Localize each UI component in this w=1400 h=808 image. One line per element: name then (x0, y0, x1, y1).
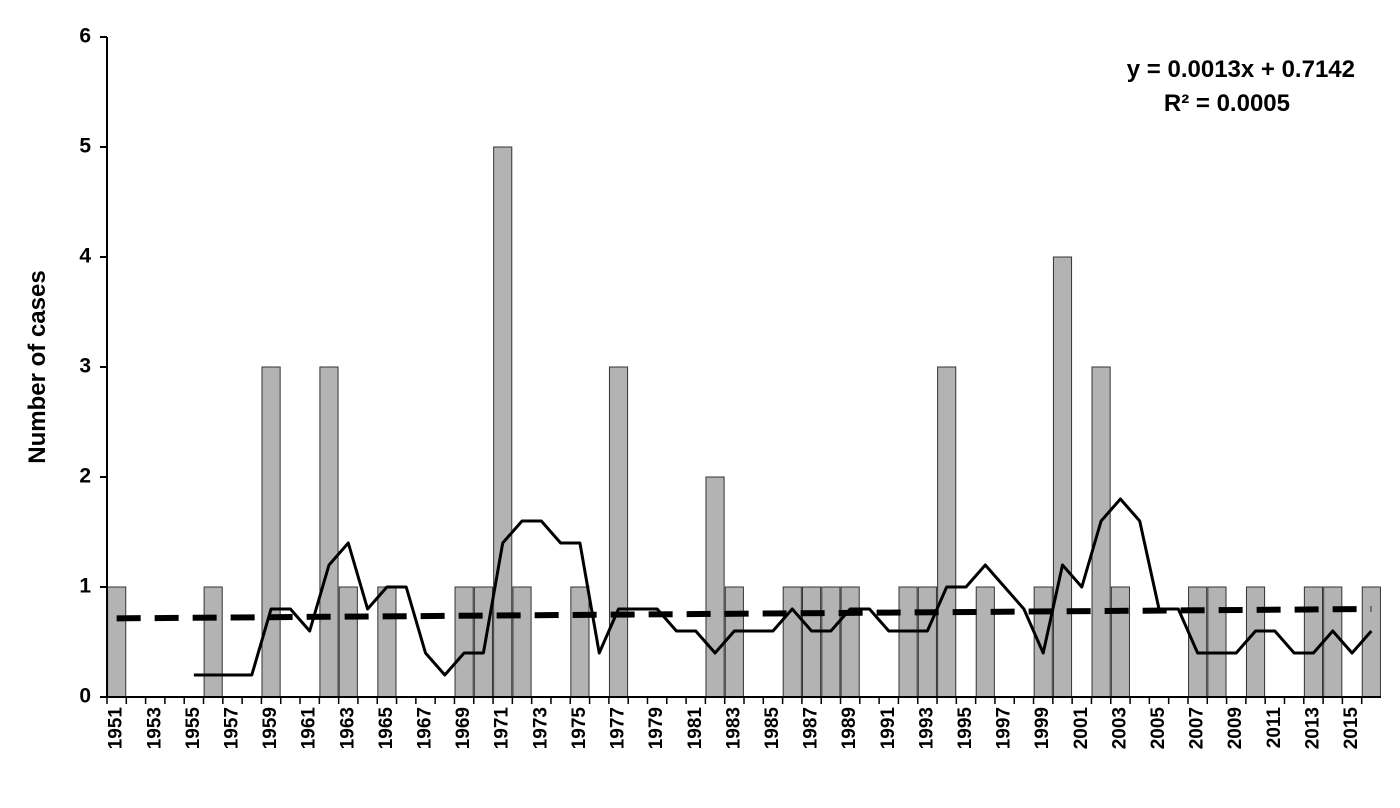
x-tick-label: 2005 (1148, 707, 1169, 750)
bar (1361, 586, 1381, 698)
x-tick-label: 1953 (144, 707, 165, 749)
x-tick-label: 2007 (1187, 707, 1208, 749)
x-tick-label: 1997 (994, 707, 1015, 749)
trend-equation: y = 0.0013x + 0.7142 (1127, 56, 1355, 83)
bar (1245, 586, 1266, 698)
x-tick-label: 1985 (762, 707, 783, 750)
bar (724, 586, 744, 698)
bar (1110, 586, 1130, 698)
y-tick-label: 2 (79, 465, 91, 488)
bar (338, 586, 358, 698)
x-tick-label: 1977 (608, 707, 629, 749)
x-tick-label: 2013 (1302, 707, 1323, 749)
y-tick-label: 4 (79, 245, 91, 268)
trend-line (116, 606, 1372, 622)
bar (570, 586, 590, 698)
x-tick-label: 1965 (376, 707, 397, 750)
r-squared: R² = 0.0005 (1164, 90, 1290, 117)
y-tick-label: 0 (79, 685, 91, 708)
bar (917, 586, 937, 698)
bar (898, 586, 918, 698)
x-tick-label: 1951 (106, 707, 127, 750)
bar (319, 366, 339, 698)
x-tick-label: 1963 (337, 707, 358, 749)
x-tick-label: 1961 (299, 707, 320, 750)
x-tick-label: 1957 (221, 707, 242, 749)
bar (512, 586, 532, 698)
x-tick-label: 1999 (1032, 707, 1053, 749)
x-tick-label: 1955 (183, 707, 204, 750)
y-tick-label: 5 (79, 135, 91, 158)
bar (107, 586, 127, 698)
bar (454, 586, 474, 698)
bar (1303, 586, 1324, 698)
x-tick-label: 1959 (260, 707, 281, 749)
x-tick-label: 1989 (839, 707, 860, 749)
x-tick-label: 1971 (492, 707, 513, 750)
x-tick-label: 2009 (1225, 707, 1246, 749)
y-axis-label: Number of cases (24, 270, 51, 463)
x-tick-label: 1993 (916, 707, 937, 749)
y-tick-label: 1 (79, 575, 91, 598)
x-tick-label: 1973 (530, 707, 551, 749)
x-tick-label: 1983 (723, 707, 744, 749)
bar (1052, 256, 1073, 698)
x-tick-label: 1975 (569, 707, 590, 750)
bar (782, 586, 802, 698)
bar (203, 586, 223, 698)
bar (1207, 586, 1227, 698)
bar (705, 476, 725, 698)
x-tick-label: 1981 (685, 707, 706, 750)
x-tick-label: 1991 (878, 707, 899, 750)
bar (821, 586, 841, 698)
x-tick-label: 2001 (1071, 707, 1092, 750)
x-tick-label: 2015 (1341, 707, 1362, 750)
bar (1323, 586, 1343, 698)
bar (377, 586, 397, 698)
bar (261, 366, 281, 698)
bar (801, 586, 822, 698)
x-tick-label: 2011 (1264, 707, 1285, 749)
bar (473, 586, 493, 698)
x-tick-label: 1987 (801, 707, 822, 749)
bar (1091, 366, 1111, 698)
bar (840, 586, 860, 698)
x-tick-label: 1967 (415, 707, 436, 749)
y-tick-label: 6 (79, 25, 91, 48)
moving-average-line (193, 497, 1373, 677)
x-tick-label: 2003 (1109, 707, 1130, 749)
x-tick-label: 1979 (646, 707, 667, 749)
bar (975, 586, 995, 698)
x-tick-label: 1995 (955, 707, 976, 750)
y-tick-label: 3 (79, 355, 91, 378)
x-tick-label: 1969 (453, 707, 474, 749)
bar (937, 366, 957, 698)
bar (608, 366, 629, 698)
